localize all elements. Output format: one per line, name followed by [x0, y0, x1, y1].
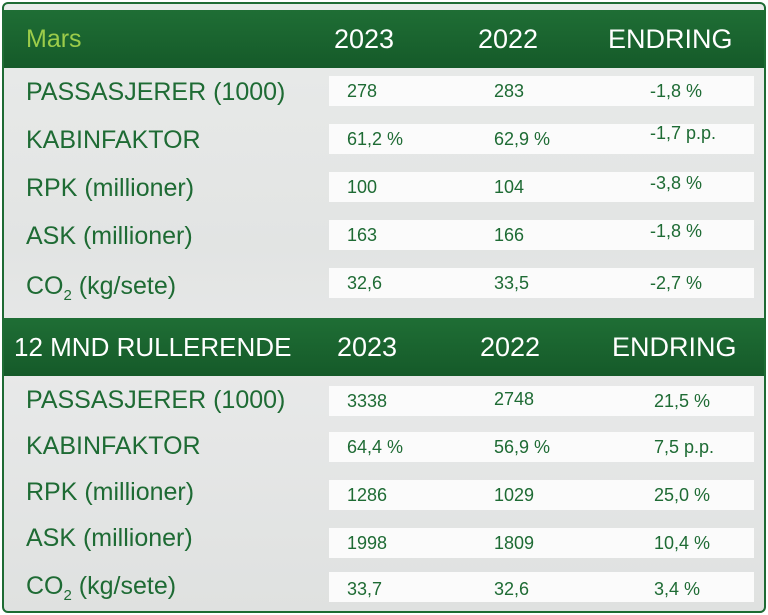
value-2022: 104	[494, 177, 525, 197]
value-2022: 1029	[494, 485, 535, 505]
column-header-2023: 2023	[334, 24, 395, 54]
column-header-change: ENDRING	[612, 332, 737, 362]
section-header-rolling: 12 MND RULLERENDE 2023 2022 ENDRING	[4, 318, 764, 376]
value-box	[329, 572, 754, 602]
row-label: KABINFAKTOR	[26, 432, 201, 460]
row-label-co2: CO2 (kg/sete)	[26, 272, 177, 304]
value-box	[329, 268, 754, 298]
value-change: 21,5 %	[654, 391, 711, 411]
value-change: -3,8 %	[650, 173, 703, 193]
row-label: KABINFAKTOR	[26, 126, 201, 154]
value-change: -1,7 p.p.	[650, 123, 717, 143]
column-header-2022: 2022	[478, 24, 539, 54]
value-box	[329, 480, 754, 510]
row-label: RPK (millioner)	[26, 478, 195, 506]
value-box	[329, 528, 754, 558]
value-2022: 56,9 %	[494, 437, 551, 457]
value-box	[329, 220, 754, 250]
section-title: 12 MND RULLERENDE	[14, 332, 292, 362]
value-change: -1,8 %	[650, 81, 703, 101]
value-2023: 3338	[347, 391, 388, 411]
value-2022: 166	[494, 225, 525, 245]
column-header-2023: 2023	[337, 332, 398, 362]
value-change: 3,4 %	[654, 579, 701, 599]
value-2023: 163	[347, 225, 378, 245]
value-box	[329, 76, 754, 106]
value-2023: 61,2 %	[347, 129, 404, 149]
row-label: RPK (millioner)	[26, 174, 195, 202]
value-2022: 32,6	[494, 579, 530, 599]
row-label: ASK (millioner)	[26, 222, 193, 250]
value-2022: 33,5	[494, 273, 530, 293]
value-box	[329, 432, 754, 462]
section-header-monthly: Mars 2023 2022 ENDRING	[4, 10, 764, 68]
value-2022: 62,9 %	[494, 129, 551, 149]
value-2023: 278	[347, 81, 378, 101]
value-box	[329, 386, 754, 416]
value-2023: 33,7	[347, 579, 383, 599]
value-change: -1,8 %	[650, 221, 703, 241]
value-change: 25,0 %	[654, 485, 711, 505]
value-2022: 283	[494, 81, 525, 101]
row-label-co2: CO2 (kg/sete)	[26, 572, 177, 604]
column-header-change: ENDRING	[608, 24, 733, 54]
section-title: Mars	[26, 25, 82, 53]
value-2022: 2748	[494, 389, 535, 409]
column-header-2022: 2022	[480, 332, 541, 362]
value-2023: 32,6	[347, 273, 383, 293]
value-2022: 1809	[494, 533, 535, 553]
value-2023: 64,4 %	[347, 437, 404, 457]
row-label: ASK (millioner)	[26, 524, 193, 552]
value-change: -2,7 %	[650, 273, 703, 293]
value-box	[329, 124, 754, 154]
row-label: PASSASJERER (1000)	[26, 386, 286, 414]
row-label: PASSASJERER (1000)	[26, 78, 286, 106]
value-2023: 100	[347, 177, 378, 197]
value-box	[329, 172, 754, 202]
value-2023: 1998	[347, 533, 388, 553]
value-2023: 1286	[347, 485, 388, 505]
value-change: 10,4 %	[654, 533, 711, 553]
value-change: 7,5 p.p.	[654, 437, 715, 457]
